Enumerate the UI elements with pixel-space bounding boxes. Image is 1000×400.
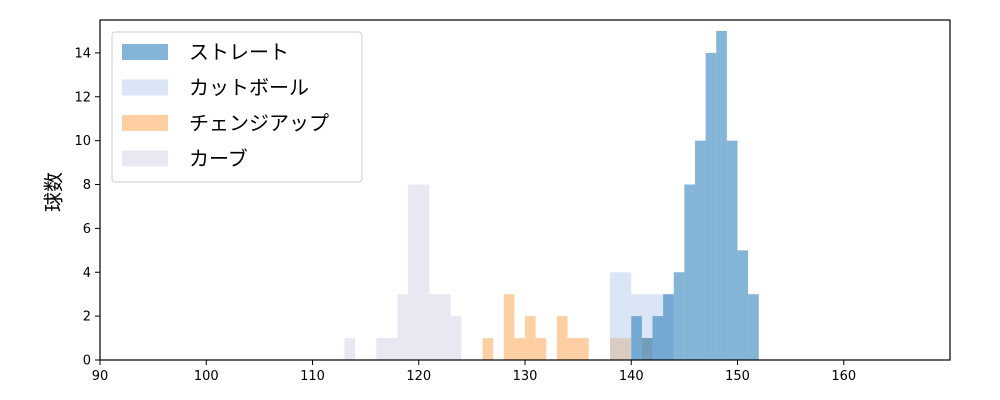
bar-ストレート-3 bbox=[663, 294, 674, 360]
bar-チェンジアップ-0 bbox=[482, 338, 494, 360]
y-tick-label-12: 12 bbox=[74, 90, 91, 105]
bar-カーブ-4 bbox=[429, 294, 451, 360]
y-tick-label-10: 10 bbox=[74, 134, 91, 149]
bar-カーブ-5 bbox=[450, 316, 462, 360]
y-tick-label-6: 6 bbox=[83, 222, 91, 237]
bar-チェンジアップ-2 bbox=[514, 338, 525, 360]
bar-チェンジアップ-1 bbox=[503, 294, 515, 360]
bar-カーブ-1 bbox=[376, 338, 398, 360]
legend-swatch-カーブ bbox=[122, 150, 168, 167]
y-tick-label-8: 8 bbox=[83, 178, 91, 193]
axes-layer: 90 100 110 120 130 140 150 160 0 2 4 6 8 10 12 14 bbox=[74, 19, 951, 384]
legend-label-カットボール: カットボール bbox=[189, 76, 309, 100]
bar-ストレート-8 bbox=[716, 30, 727, 360]
x-tick-label-150: 150 bbox=[725, 369, 750, 384]
bar-チェンジアップ-7 bbox=[610, 338, 632, 360]
legend-label-ストレート: ストレート bbox=[189, 40, 289, 64]
bar-ストレート-7 bbox=[705, 52, 717, 360]
x-tick-label-90: 90 bbox=[92, 369, 109, 384]
bar-ストレート-10 bbox=[737, 250, 749, 360]
y-tick-label-0: 0 bbox=[83, 354, 91, 369]
legend-box bbox=[111, 31, 363, 183]
y-tick-label-4: 4 bbox=[83, 266, 91, 281]
bar-チェンジアップ-3 bbox=[525, 316, 536, 360]
bars-layer bbox=[344, 30, 759, 360]
y-tick-label-2: 2 bbox=[83, 310, 91, 325]
x-tick-label-140: 140 bbox=[619, 369, 644, 384]
legend-label-チェンジアップ: チェンジアップ bbox=[189, 111, 329, 135]
bar-チェンジアップ-4 bbox=[535, 338, 547, 360]
legend-swatch-ストレート bbox=[122, 44, 168, 60]
bar-ストレート-9 bbox=[726, 140, 738, 360]
bar-チェンジアップ-6 bbox=[567, 338, 589, 360]
bar-カーブ-3 bbox=[408, 184, 430, 360]
legend-swatch-カットボール bbox=[122, 79, 168, 96]
bar-カットボール-0 bbox=[610, 272, 632, 360]
bar-カーブ-2 bbox=[397, 294, 409, 360]
bar-チェンジアップ-5 bbox=[556, 316, 568, 360]
bar-ストレート-4 bbox=[673, 272, 685, 360]
bar-ストレート-0 bbox=[631, 316, 642, 360]
bar-ストレート-1 bbox=[641, 338, 653, 360]
x-tick-label-100: 100 bbox=[194, 369, 219, 384]
x-tick-label-160: 160 bbox=[831, 369, 856, 384]
legend-swatch-チェンジアップ bbox=[122, 115, 168, 131]
x-tick-label-130: 130 bbox=[513, 369, 538, 384]
bar-カーブ-0 bbox=[344, 338, 355, 360]
bar-ストレート-5 bbox=[684, 184, 695, 360]
y-axis-label: 球数 bbox=[42, 172, 66, 212]
bar-ストレート-2 bbox=[652, 316, 664, 360]
bar-ストレート-11 bbox=[748, 294, 759, 360]
y-tick-label-14: 14 bbox=[74, 46, 91, 61]
x-tick-label-120: 120 bbox=[406, 369, 431, 384]
x-tick-label-110: 110 bbox=[300, 369, 325, 384]
legend-label-カーブ: カーブ bbox=[189, 147, 248, 171]
bar-ストレート-6 bbox=[695, 140, 706, 360]
